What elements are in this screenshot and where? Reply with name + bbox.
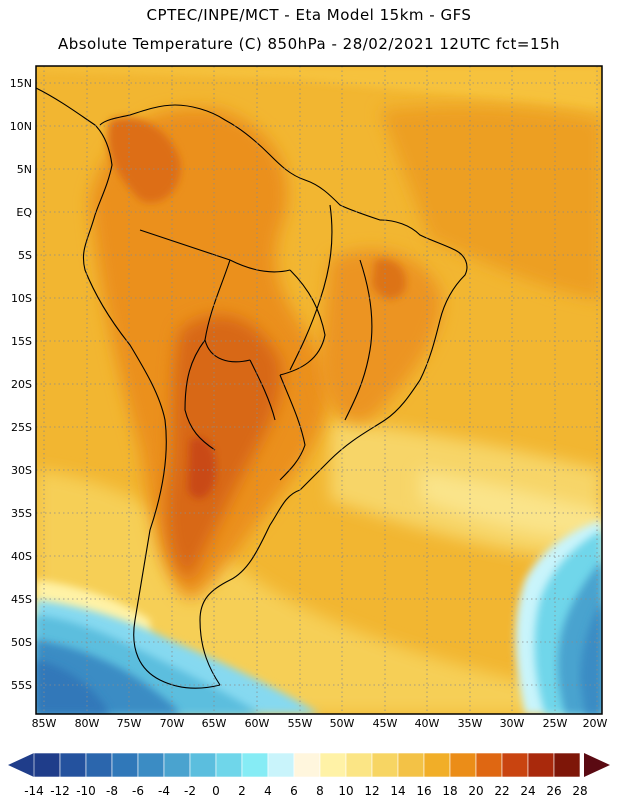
colorbar-swatch bbox=[33, 752, 61, 778]
lat-label: EQ bbox=[16, 206, 32, 219]
colorbar-label: 0 bbox=[212, 784, 220, 798]
colorbar-label: 24 bbox=[520, 784, 535, 798]
colorbar-min-arrow bbox=[8, 753, 34, 777]
lon-label: 30W bbox=[500, 717, 525, 730]
colorbar-swatch bbox=[189, 752, 217, 778]
lat-label: 35S bbox=[11, 507, 32, 520]
lon-label: 75W bbox=[117, 717, 142, 730]
lat-label: 20S bbox=[11, 378, 32, 391]
longitude-labels: 85W 80W 75W 70W 65W 60W 55W 50W 45W 40W … bbox=[32, 717, 608, 730]
colorbar-label: 6 bbox=[290, 784, 298, 798]
lon-label: 65W bbox=[202, 717, 227, 730]
lat-label: 55S bbox=[11, 679, 32, 692]
colorbar-swatch bbox=[319, 752, 347, 778]
colorbar-label: 4 bbox=[264, 784, 272, 798]
colorbar-label: -10 bbox=[76, 784, 96, 798]
lat-label: 25S bbox=[11, 421, 32, 434]
lon-label: 70W bbox=[160, 717, 185, 730]
coastline-borders bbox=[36, 87, 468, 689]
lat-label: 10N bbox=[10, 120, 32, 133]
graticule bbox=[36, 66, 602, 714]
colorbar-swatch bbox=[527, 752, 555, 778]
colorbar-label: 10 bbox=[338, 784, 353, 798]
lat-label: 15N bbox=[10, 77, 32, 90]
latitude-labels: 15N 10N 5N EQ 5S 10S 15S 20S 25S 30S 35S… bbox=[10, 77, 33, 692]
lon-label: 20W bbox=[583, 717, 608, 730]
colorbar-label: 12 bbox=[364, 784, 379, 798]
lat-label: 5N bbox=[17, 163, 32, 176]
colorbar-max-arrow bbox=[584, 753, 610, 777]
lon-label: 85W bbox=[32, 717, 57, 730]
lat-label: 45S bbox=[11, 593, 32, 606]
colorbar-label: 2 bbox=[238, 784, 246, 798]
lat-label: 50S bbox=[11, 636, 32, 649]
lon-label: 40W bbox=[415, 717, 440, 730]
colorbar-swatch bbox=[267, 752, 295, 778]
colorbar-swatch bbox=[59, 752, 87, 778]
lon-label: 25W bbox=[543, 717, 568, 730]
colorbar-swatch bbox=[397, 752, 425, 778]
lon-label: 45W bbox=[373, 717, 398, 730]
colorbar-swatch bbox=[553, 752, 581, 778]
colorbar-label: -4 bbox=[158, 784, 170, 798]
lat-label: 10S bbox=[11, 292, 32, 305]
colorbar-label: 8 bbox=[316, 784, 324, 798]
colorbar-label: -6 bbox=[132, 784, 144, 798]
lon-label: 55W bbox=[288, 717, 313, 730]
colorbar-label: 28 bbox=[572, 784, 587, 798]
colorbar-label: -8 bbox=[106, 784, 118, 798]
lon-label: 50W bbox=[330, 717, 355, 730]
colorbar-label: -12 bbox=[50, 784, 70, 798]
colorbar-label: 20 bbox=[468, 784, 483, 798]
colorbar-label: 14 bbox=[390, 784, 405, 798]
lat-label: 5S bbox=[18, 249, 32, 262]
colorbar-label: 18 bbox=[442, 784, 457, 798]
lon-label: 80W bbox=[75, 717, 100, 730]
colorbar-swatch bbox=[423, 752, 451, 778]
temperature-field bbox=[36, 66, 602, 714]
colorbar-label: 22 bbox=[494, 784, 509, 798]
colorbar-swatch bbox=[215, 752, 243, 778]
lat-label: 30S bbox=[11, 464, 32, 477]
lon-label: 60W bbox=[245, 717, 270, 730]
colorbar-swatch bbox=[241, 752, 269, 778]
lat-label: 15S bbox=[11, 335, 32, 348]
colorbar-swatch bbox=[449, 752, 477, 778]
lon-label: 35W bbox=[458, 717, 483, 730]
colorbar: -14 -12 -10 -8 -6 -4 -2 0 2 4 6 8 10 12 … bbox=[8, 752, 610, 798]
map-frame bbox=[35, 65, 603, 715]
colorbar-swatch bbox=[345, 752, 373, 778]
colorbar-swatch bbox=[163, 752, 191, 778]
map-subtitle: Absolute Temperature (C) 850hPa - 28/02/… bbox=[57, 35, 561, 53]
colorbar-label: -2 bbox=[184, 784, 196, 798]
map-title: CPTEC/INPE/MCT - Eta Model 15km - GFS bbox=[146, 6, 472, 24]
colorbar-swatch bbox=[111, 752, 139, 778]
colorbar-label: 26 bbox=[546, 784, 561, 798]
colorbar-label: 16 bbox=[416, 784, 431, 798]
lat-label: 40S bbox=[11, 550, 32, 563]
colorbar-swatch bbox=[85, 752, 113, 778]
colorbar-swatch bbox=[475, 752, 503, 778]
colorbar-swatch bbox=[371, 752, 399, 778]
colorbar-swatch bbox=[501, 752, 529, 778]
colorbar-swatch bbox=[137, 752, 165, 778]
colorbar-swatch bbox=[293, 752, 321, 778]
colorbar-label: -14 bbox=[24, 784, 44, 798]
